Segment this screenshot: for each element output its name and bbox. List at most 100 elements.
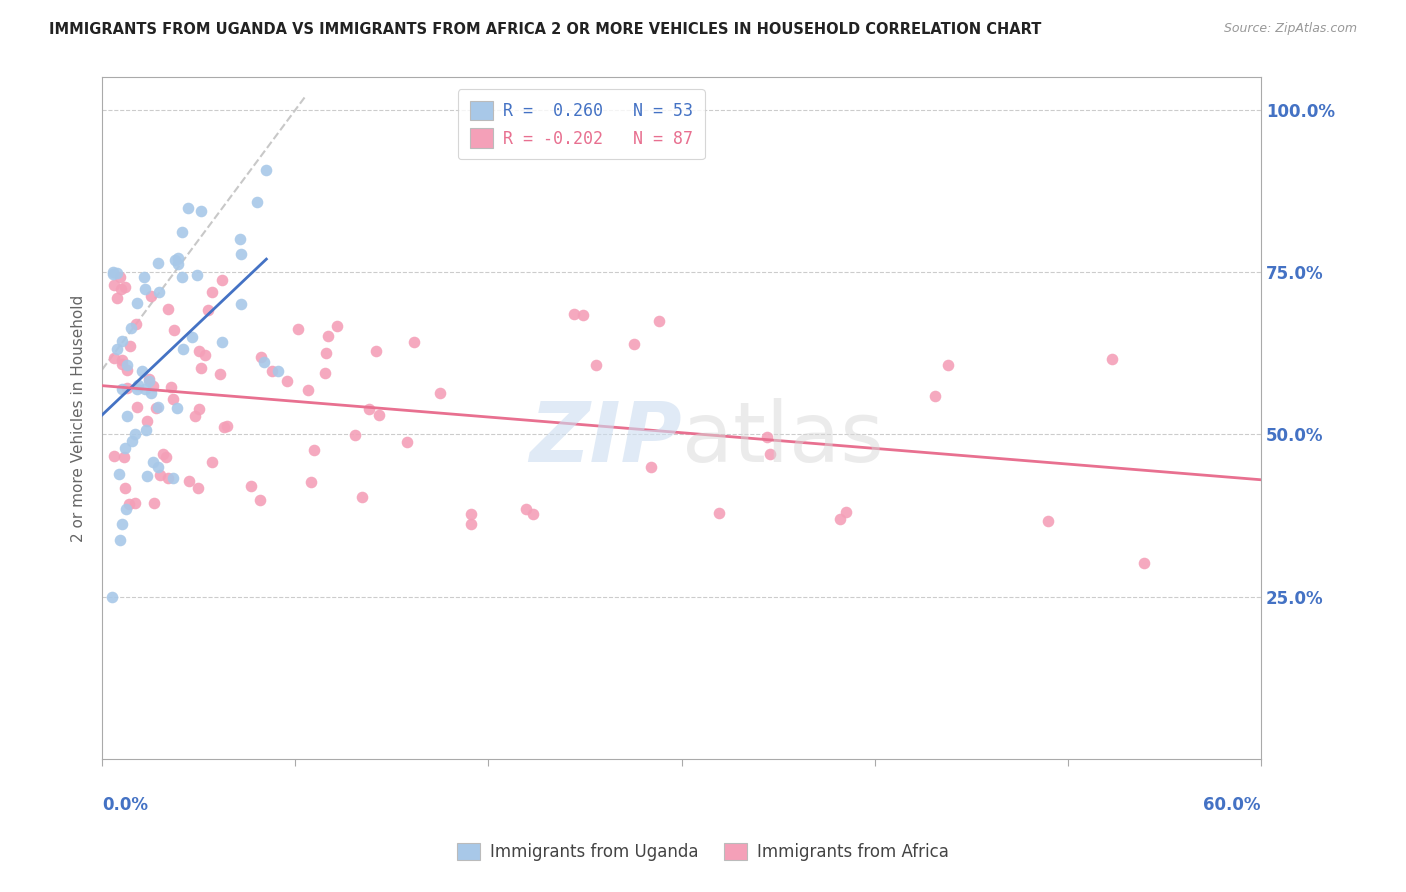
Point [194, 348, 217, 362]
Point [125, 318, 148, 332]
Point [142, 455, 165, 469]
Point [924, 389, 946, 403]
Point [231, 247, 253, 261]
Point [260, 363, 283, 377]
Point [127, 400, 149, 414]
Point [835, 505, 858, 519]
Point [114, 481, 136, 495]
Point [315, 346, 337, 360]
Point [648, 314, 671, 328]
Point [131, 364, 153, 378]
Point [110, 334, 132, 348]
Point [156, 470, 179, 484]
Point [187, 481, 209, 495]
Point [105, 342, 128, 356]
Point [188, 401, 211, 416]
Point [142, 496, 165, 510]
Legend: R =  0.260   N = 53, R = -0.202   N = 87: R = 0.260 N = 53, R = -0.202 N = 87 [458, 89, 704, 160]
Point [211, 273, 233, 287]
Text: IMMIGRANTS FROM UGANDA VS IMMIGRANTS FROM AFRICA 2 OR MORE VEHICLES IN HOUSEHOLD: IMMIGRANTS FROM UGANDA VS IMMIGRANTS FRO… [49, 22, 1042, 37]
Point [177, 202, 200, 216]
Point [111, 353, 134, 368]
Point [396, 434, 419, 449]
Text: Source: ZipAtlas.com: Source: ZipAtlas.com [1223, 22, 1357, 36]
Point [124, 496, 146, 510]
Point [756, 430, 779, 444]
Point [103, 351, 125, 366]
Point [522, 508, 544, 522]
Point [135, 423, 157, 437]
Point [118, 339, 141, 353]
Point [103, 450, 125, 464]
Point [197, 303, 219, 318]
Point [249, 492, 271, 507]
Point [117, 358, 139, 372]
Point [344, 427, 367, 442]
Point [115, 501, 138, 516]
Point [110, 533, 132, 547]
Text: 60.0%: 60.0% [1204, 797, 1261, 814]
Point [190, 360, 212, 375]
Point [120, 321, 142, 335]
Point [124, 426, 146, 441]
Point [170, 225, 193, 239]
Point [302, 442, 325, 457]
Point [162, 392, 184, 407]
Point [515, 501, 537, 516]
Point [623, 336, 645, 351]
Point [165, 252, 187, 267]
Point [162, 471, 184, 485]
Point [159, 380, 181, 394]
Point [146, 460, 169, 475]
Point [134, 282, 156, 296]
Point [135, 414, 157, 428]
Point [240, 479, 263, 493]
Point [138, 375, 160, 389]
Point [155, 450, 177, 465]
Point [156, 302, 179, 317]
Point [152, 447, 174, 461]
Point [146, 256, 169, 270]
Point [316, 329, 339, 343]
Point [267, 364, 290, 378]
Point [108, 270, 131, 285]
Point [139, 289, 162, 303]
Point [127, 378, 149, 392]
Point [190, 203, 212, 218]
Point [110, 517, 132, 532]
Point [460, 516, 482, 531]
Point [214, 420, 236, 434]
Point [229, 297, 252, 311]
Point [246, 195, 269, 210]
Point [830, 512, 852, 526]
Point [110, 357, 132, 371]
Point [108, 467, 131, 482]
Point [211, 334, 233, 349]
Point [101, 265, 124, 279]
Point [201, 285, 224, 299]
Point [359, 401, 381, 416]
Point [184, 409, 207, 424]
Point [250, 350, 273, 364]
Point [146, 400, 169, 414]
Point [201, 455, 224, 469]
Point [229, 231, 252, 245]
Point [314, 367, 336, 381]
Point [134, 270, 156, 285]
Point [138, 371, 160, 385]
Point [103, 268, 125, 282]
Text: atlas: atlas [682, 398, 883, 479]
Point [115, 409, 138, 423]
Point [127, 383, 149, 397]
Point [148, 285, 170, 300]
Point [172, 343, 194, 357]
Point [364, 343, 387, 358]
Point [1036, 514, 1059, 528]
Point [101, 590, 124, 604]
Point [111, 382, 134, 396]
Point [297, 384, 319, 398]
Point [167, 251, 190, 265]
Point [253, 355, 276, 369]
Point [172, 269, 194, 284]
Point [640, 460, 662, 475]
